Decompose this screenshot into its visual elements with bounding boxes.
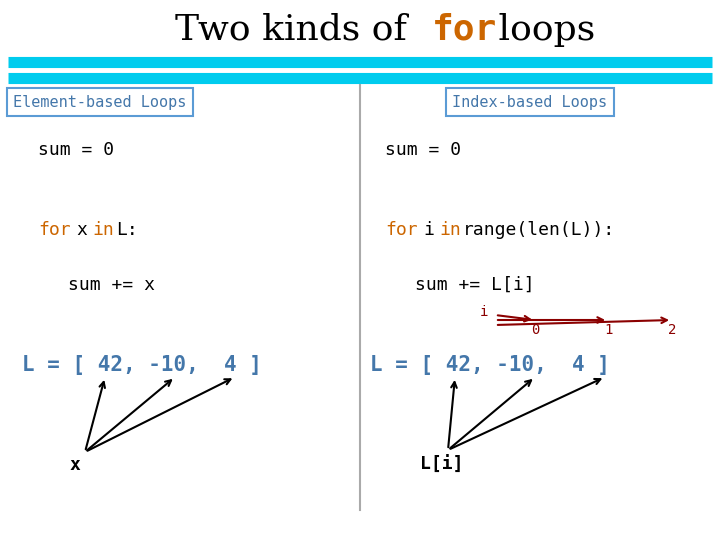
Text: for: for — [385, 221, 418, 239]
Text: in: in — [439, 221, 461, 239]
Text: for: for — [38, 221, 71, 239]
Text: i: i — [423, 221, 434, 239]
Text: sum = 0: sum = 0 — [38, 141, 114, 159]
Text: range(len(L)):: range(len(L)): — [463, 221, 616, 239]
Text: L:: L: — [116, 221, 138, 239]
Text: i: i — [480, 305, 488, 319]
Text: for: for — [432, 13, 498, 47]
Text: Element-based Loops: Element-based Loops — [13, 94, 186, 110]
Text: L = [ 42, -10,  4 ]: L = [ 42, -10, 4 ] — [22, 355, 262, 375]
Text: 0: 0 — [531, 323, 539, 337]
Text: x: x — [76, 221, 87, 239]
Text: sum += x: sum += x — [68, 276, 155, 294]
Text: Two kinds of: Two kinds of — [175, 13, 418, 47]
Text: L[i]: L[i] — [420, 456, 464, 474]
Text: sum += L[i]: sum += L[i] — [415, 276, 535, 294]
Text: x: x — [70, 456, 81, 474]
Text: 2: 2 — [668, 323, 676, 337]
Text: Index-based Loops: Index-based Loops — [452, 94, 608, 110]
Text: L = [ 42, -10,  4 ]: L = [ 42, -10, 4 ] — [370, 355, 610, 375]
Text: 1: 1 — [604, 323, 612, 337]
Text: sum = 0: sum = 0 — [385, 141, 461, 159]
Text: in: in — [92, 221, 114, 239]
Text: loops: loops — [487, 13, 595, 47]
